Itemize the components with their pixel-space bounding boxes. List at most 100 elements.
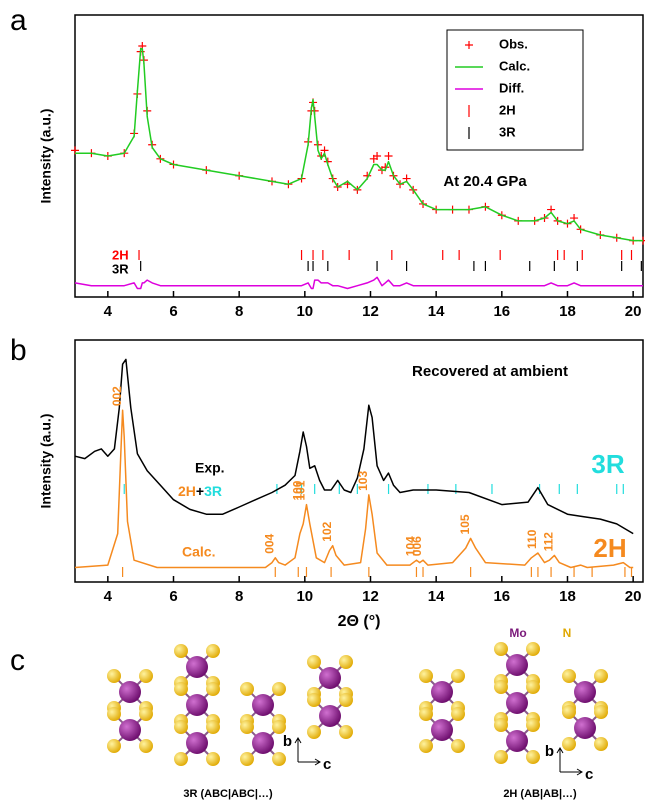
panel-label: a	[10, 4, 27, 37]
phase-label-part: 3R	[204, 483, 222, 499]
peak-label: 002	[110, 386, 124, 406]
peak-label: 006	[410, 536, 424, 556]
n-atom	[206, 682, 220, 696]
mo-atom	[506, 730, 528, 752]
plot-frame	[74, 14, 644, 298]
n-atom	[494, 718, 508, 732]
x-tick-label: 20	[625, 303, 642, 320]
x-tick-label: 14	[428, 588, 445, 605]
mo-atom	[252, 732, 274, 754]
peak-label: 110	[525, 529, 539, 549]
y-axis-label: Intensity (a.u.)	[38, 414, 54, 509]
x-tick-label: 18	[559, 303, 576, 320]
x-tick-label: 4	[104, 303, 113, 320]
mo-atom	[186, 656, 208, 678]
obs-marker	[373, 152, 382, 160]
peak-label: 101	[294, 480, 308, 500]
phase-label: 2H+3R	[178, 483, 222, 499]
row-label: 3R	[112, 261, 129, 276]
n-atom	[174, 682, 188, 696]
n-atom	[419, 707, 433, 721]
panel-label: c	[10, 644, 25, 677]
peak-label: 103	[356, 471, 370, 491]
x-tick-label: 20	[625, 588, 642, 605]
mo-atom	[252, 694, 274, 716]
x-tick-label: 12	[362, 588, 379, 605]
mo-atom	[319, 705, 341, 727]
n-atom	[594, 737, 608, 751]
axis-arrow	[294, 737, 321, 766]
n-atom	[419, 739, 433, 753]
n-atom	[206, 720, 220, 734]
n-atom	[494, 680, 508, 694]
obs-marker	[384, 152, 393, 160]
peak-label: 004	[262, 533, 276, 553]
x-tick-label: 6	[169, 303, 177, 320]
mo-atom	[186, 694, 208, 716]
x-tick-label: 12	[362, 303, 379, 320]
legend-label: 3R	[499, 124, 516, 139]
n-atom	[451, 669, 465, 683]
x-axis-label: 2Θ (°)	[338, 613, 381, 630]
mo-atom	[506, 692, 528, 714]
x-tick-label: 16	[493, 303, 510, 320]
series-line	[75, 48, 643, 242]
series-label: Calc.	[182, 544, 215, 560]
n-atom	[339, 693, 353, 707]
row-label: 2H	[112, 247, 129, 262]
phase-tag: 3R	[591, 449, 624, 479]
mo-atom	[319, 667, 341, 689]
n-atom	[451, 707, 465, 721]
mo-atom	[431, 719, 453, 741]
mo-atom	[119, 681, 141, 703]
mo-atom	[506, 654, 528, 676]
plot-frame	[74, 339, 644, 583]
n-atom	[174, 720, 188, 734]
x-tick-label: 16	[493, 588, 510, 605]
n-atom	[307, 655, 321, 669]
n-atom	[562, 737, 576, 751]
n-atom	[139, 669, 153, 683]
n-atom	[339, 725, 353, 739]
axis-letter: c	[585, 766, 593, 783]
series-line	[74, 409, 634, 569]
mo-atom	[119, 719, 141, 741]
peak-label: 105	[458, 514, 472, 534]
n-atom	[594, 669, 608, 683]
n-atom	[174, 644, 188, 658]
legend-label: Obs.	[499, 36, 528, 51]
n-atom	[494, 750, 508, 764]
legend-label: Calc.	[499, 58, 530, 73]
x-tick-label: 14	[428, 303, 445, 320]
phase-tag: 2H	[593, 533, 626, 563]
phase-label-part: +	[196, 483, 204, 499]
x-tick-label: 6	[169, 588, 177, 605]
n-atom	[526, 642, 540, 656]
phase-label-part: 2H	[178, 483, 196, 499]
axis-arrow	[556, 747, 583, 776]
n-atom	[451, 739, 465, 753]
x-tick-label: 8	[235, 588, 243, 605]
series-line	[74, 358, 634, 535]
n-atom	[526, 718, 540, 732]
x-tick-label: 8	[235, 303, 243, 320]
series-line	[74, 276, 643, 290]
axis-letter: b	[283, 733, 292, 750]
mo-atom	[431, 681, 453, 703]
n-atom	[272, 752, 286, 766]
n-atom	[206, 752, 220, 766]
series-label: Exp.	[195, 460, 225, 476]
x-tick-label: 10	[296, 588, 313, 605]
structure-diagram: b c b c Mo N 3R (ABC|ABC|…) 2H (AB|AB|…)	[107, 626, 608, 800]
x-tick-label: 10	[296, 303, 313, 320]
panel-label: b	[10, 334, 27, 367]
n-atom	[139, 707, 153, 721]
peak-label: 112	[542, 532, 556, 552]
n-atom	[526, 750, 540, 764]
n-atom	[594, 705, 608, 719]
legend-swatch	[465, 41, 473, 49]
n-atom	[339, 655, 353, 669]
legend-box	[446, 29, 584, 151]
y-axis-label: Intensity (a.u.)	[38, 109, 54, 204]
